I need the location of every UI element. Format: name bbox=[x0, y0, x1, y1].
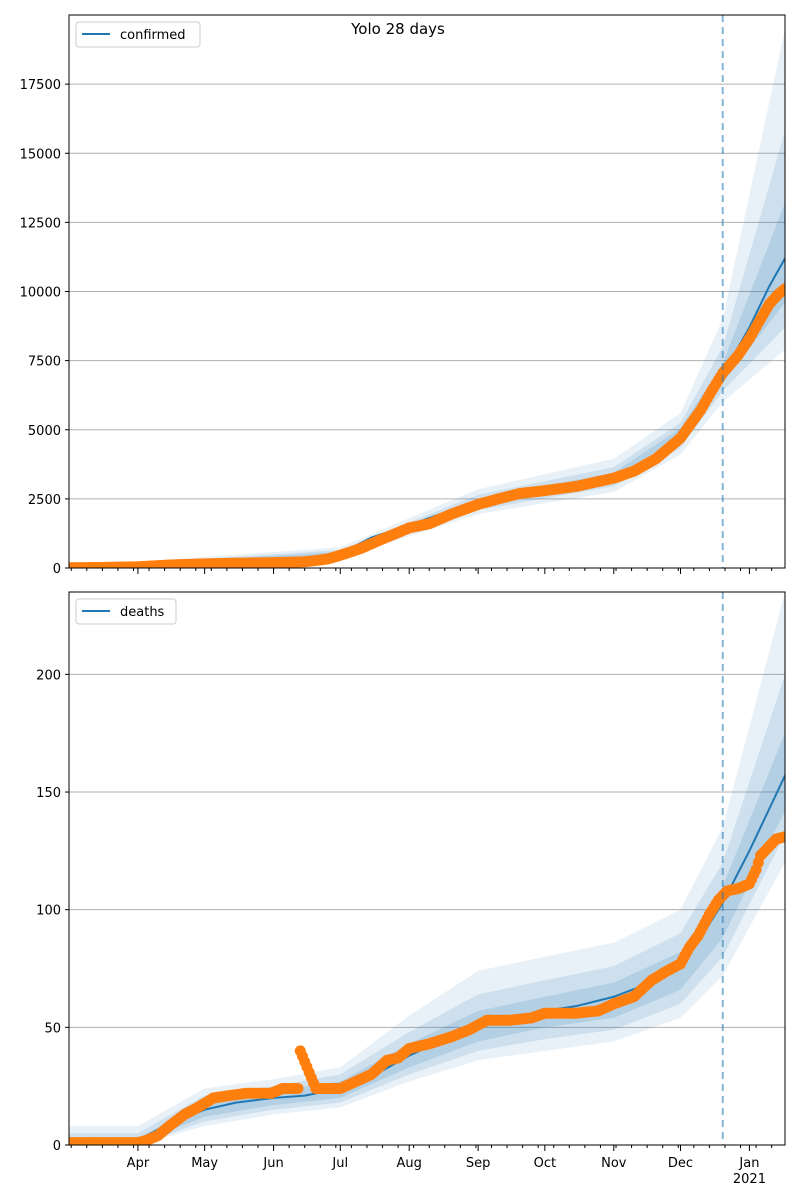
x-tick-label: Oct bbox=[534, 1156, 556, 1171]
x-tick-label: Sep bbox=[466, 1156, 491, 1171]
plot-area bbox=[69, 28, 785, 568]
legend-box bbox=[75, 598, 177, 625]
y-tick-label: 5000 bbox=[28, 424, 61, 439]
x-tick-label: Apr bbox=[127, 1156, 150, 1171]
observed-point bbox=[779, 831, 785, 843]
y-tick-label: 150 bbox=[36, 786, 61, 801]
y-tick-label: 15000 bbox=[20, 147, 61, 162]
legend-label: deaths bbox=[120, 605, 165, 620]
x-tick-label: Aug bbox=[397, 1156, 422, 1171]
y-tick-label: 200 bbox=[36, 668, 61, 683]
y-tick-label: 17500 bbox=[20, 78, 61, 93]
y-tick-label: 10000 bbox=[20, 286, 61, 301]
x-tick-label: Nov bbox=[601, 1156, 627, 1171]
x-tick-label: Jan bbox=[738, 1156, 759, 1171]
chart-panel-2: 0 50 100 150 200 Apr May Jun Jul Aug Sep Oct Nov Dec J… bbox=[36, 591, 786, 1187]
legend-box bbox=[75, 21, 201, 48]
legend-label: confirmed bbox=[120, 28, 186, 43]
plot-area bbox=[69, 592, 785, 1145]
x-tick-label: May bbox=[191, 1156, 218, 1171]
y-tick-label: 0 bbox=[53, 1139, 61, 1154]
observed-point bbox=[779, 283, 785, 295]
observed-point bbox=[292, 1083, 304, 1095]
x-year-label: 2021 bbox=[733, 1172, 766, 1187]
x-tick-label: Jul bbox=[331, 1156, 348, 1171]
band-middle bbox=[69, 131, 785, 568]
y-tick-label: 50 bbox=[44, 1021, 61, 1036]
x-tick-label: Dec bbox=[668, 1156, 693, 1171]
axes-frame bbox=[68, 591, 786, 1146]
band-middle bbox=[69, 674, 785, 1145]
y-tick-label: 7500 bbox=[28, 355, 61, 370]
y-tick-label: 0 bbox=[53, 562, 61, 577]
legend: deaths bbox=[75, 598, 177, 625]
legend: confirmed bbox=[75, 21, 201, 48]
x-tick-label: Jun bbox=[262, 1156, 283, 1171]
y-tick-label: 100 bbox=[36, 904, 61, 919]
chart-panel-1: 0 2500 5000 7500 10000 12500 15000 17500 confirm… bbox=[20, 14, 786, 577]
y-tick-label: 2500 bbox=[28, 493, 61, 508]
y-tick-label: 12500 bbox=[20, 216, 61, 231]
chart-title: Yolo 28 days bbox=[351, 20, 445, 38]
band-outer bbox=[69, 28, 785, 568]
